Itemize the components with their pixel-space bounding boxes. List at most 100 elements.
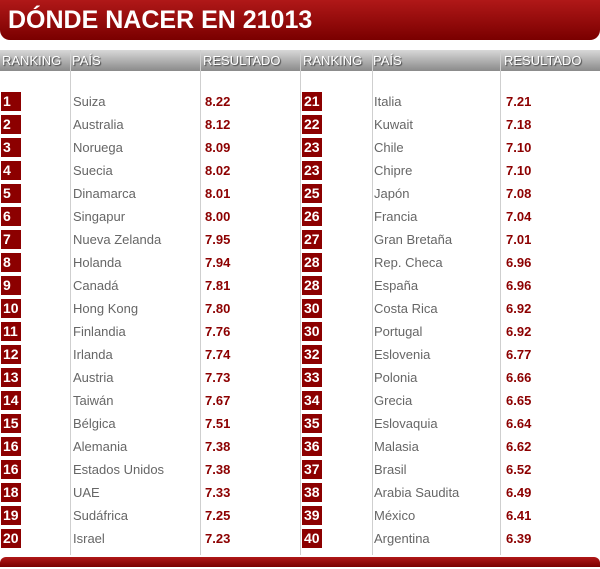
rank-badge: 14 <box>1 391 21 410</box>
score: 6.96 <box>506 278 532 293</box>
column-divider <box>300 50 301 555</box>
column-header: RESULTADO <box>504 53 582 68</box>
score: 7.81 <box>205 278 231 293</box>
score: 7.08 <box>506 186 532 201</box>
rank-badge: 5 <box>1 184 21 203</box>
rank-badge: 21 <box>302 92 322 111</box>
score: 8.22 <box>205 94 231 109</box>
column-divider <box>372 50 373 555</box>
score: 7.38 <box>205 462 231 477</box>
country-name: Austria <box>73 370 114 385</box>
country-name: Eslovenia <box>374 347 431 362</box>
rank-badge: 38 <box>302 483 322 502</box>
country-name: Grecia <box>374 393 413 408</box>
country-name: Hong Kong <box>73 301 139 316</box>
rank-badge: 36 <box>302 437 322 456</box>
score: 8.02 <box>205 163 231 178</box>
country-name: Canadá <box>73 278 119 293</box>
country-name: Kuwait <box>374 117 414 132</box>
score: 7.33 <box>205 485 231 500</box>
country-name: Chile <box>374 140 404 155</box>
column-header: RANKING <box>2 53 62 68</box>
score: 7.04 <box>506 209 532 224</box>
rank-badge: 4 <box>1 161 21 180</box>
country-name: Irlanda <box>73 347 113 362</box>
score: 7.25 <box>205 508 231 523</box>
rank-badge: 10 <box>1 299 21 318</box>
rank-badge: 18 <box>1 483 21 502</box>
country-name: España <box>374 278 419 293</box>
country-name: México <box>374 508 416 523</box>
rank-badge: 22 <box>302 115 322 134</box>
rank-badge: 8 <box>1 253 21 272</box>
rank-badge: 30 <box>302 299 322 318</box>
country-name: Bélgica <box>73 416 116 431</box>
score: 6.66 <box>506 370 532 385</box>
score: 7.51 <box>205 416 231 431</box>
score: 6.62 <box>506 439 532 454</box>
rank-badge: 33 <box>302 368 322 387</box>
score: 8.00 <box>205 209 231 224</box>
rank-badge: 27 <box>302 230 322 249</box>
rank-badge: 32 <box>302 345 322 364</box>
score: 7.76 <box>205 324 231 339</box>
country-name: Francia <box>374 209 418 224</box>
country-name: Japón <box>374 186 410 201</box>
score: 6.92 <box>506 324 532 339</box>
rank-badge: 25 <box>302 184 322 203</box>
country-name: Alemania <box>73 439 128 454</box>
score: 7.38 <box>205 439 231 454</box>
country-name: Noruega <box>73 140 123 155</box>
score: 7.94 <box>205 255 231 270</box>
country-name: Sudáfrica <box>73 508 128 523</box>
score: 7.18 <box>506 117 532 132</box>
column-divider <box>200 50 201 555</box>
country-name: Eslovaquia <box>374 416 438 431</box>
score: 7.67 <box>205 393 231 408</box>
score: 8.01 <box>205 186 231 201</box>
rank-badge: 2 <box>1 115 21 134</box>
score: 6.41 <box>506 508 532 523</box>
rank-badge: 16 <box>1 460 21 479</box>
score: 6.92 <box>506 301 532 316</box>
rank-badge: 9 <box>1 276 21 295</box>
country-name: Israel <box>73 531 105 546</box>
score: 6.39 <box>506 531 532 546</box>
country-name: Suiza <box>73 94 106 109</box>
score: 6.64 <box>506 416 532 431</box>
rank-badge: 30 <box>302 322 322 341</box>
rank-badge: 13 <box>1 368 21 387</box>
rank-badge: 23 <box>302 161 322 180</box>
score: 7.10 <box>506 163 532 178</box>
title: DÓNDE NACER EN 21013 <box>0 0 600 40</box>
score: 7.74 <box>205 347 231 362</box>
column-header: PAÍS <box>72 53 101 68</box>
rank-badge: 6 <box>1 207 21 226</box>
column-divider <box>500 50 501 555</box>
country-name: Taiwán <box>73 393 114 408</box>
column-header: RESULTADO <box>203 53 281 68</box>
country-name: Argentina <box>374 531 430 546</box>
country-name: Estados Unidos <box>73 462 165 477</box>
score: 7.01 <box>506 232 532 247</box>
score: 7.10 <box>506 140 532 155</box>
score: 6.77 <box>506 347 532 362</box>
rank-badge: 11 <box>1 322 21 341</box>
rank-badge: 28 <box>302 276 322 295</box>
score: 8.12 <box>205 117 231 132</box>
country-name: Nueva Zelanda <box>73 232 162 247</box>
rank-badge: 1 <box>1 92 21 111</box>
country-name: Arabia Saudita <box>374 485 460 500</box>
score: 7.73 <box>205 370 231 385</box>
rank-badge: 35 <box>302 414 322 433</box>
country-name: Costa Rica <box>374 301 438 316</box>
score: 6.52 <box>506 462 532 477</box>
country-name: Italia <box>374 94 402 109</box>
country-name: Suecia <box>73 163 113 178</box>
rank-badge: 19 <box>1 506 21 525</box>
score: 7.95 <box>205 232 231 247</box>
country-name: Malasia <box>374 439 419 454</box>
country-name: Dinamarca <box>73 186 136 201</box>
rank-badge: 39 <box>302 506 322 525</box>
